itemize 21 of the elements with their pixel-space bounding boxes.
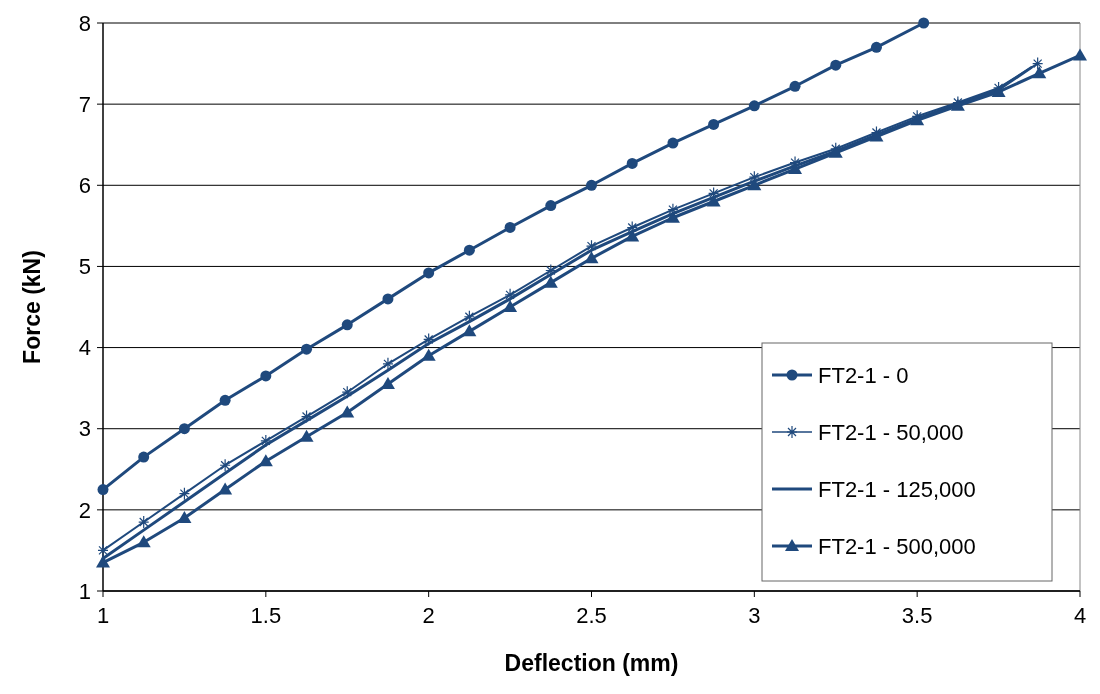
- y-tick-label: 4: [78, 335, 91, 361]
- x-axis-title: Deflection (mm): [504, 650, 679, 676]
- y-tick-label: 1: [78, 578, 91, 604]
- legend-label: FT2-1 - 0: [818, 362, 909, 388]
- y-tick-label: 5: [78, 254, 91, 280]
- legend-label: FT2-1 - 50,000: [818, 419, 964, 445]
- y-tick-label: 8: [78, 10, 91, 36]
- x-tick-label: 3.5: [901, 603, 933, 628]
- y-tick-label: 6: [78, 172, 91, 198]
- y-tick-label: 3: [78, 416, 91, 442]
- x-tick-label: 2: [422, 603, 435, 628]
- y-tick-label: 7: [78, 91, 91, 117]
- x-tick-label: 2.5: [576, 603, 607, 628]
- x-tick-label: 3: [748, 603, 761, 628]
- x-tick-label: 1.5: [250, 603, 282, 628]
- x-tick-label: 4: [1073, 603, 1087, 628]
- legend-label: FT2-1 - 125,000: [818, 476, 976, 502]
- legend-label: FT2-1 - 500,000: [818, 533, 976, 559]
- y-axis-title: Force (kN): [19, 250, 45, 364]
- x-tick-label: 1: [96, 603, 110, 628]
- y-tick-label: 2: [78, 497, 91, 523]
